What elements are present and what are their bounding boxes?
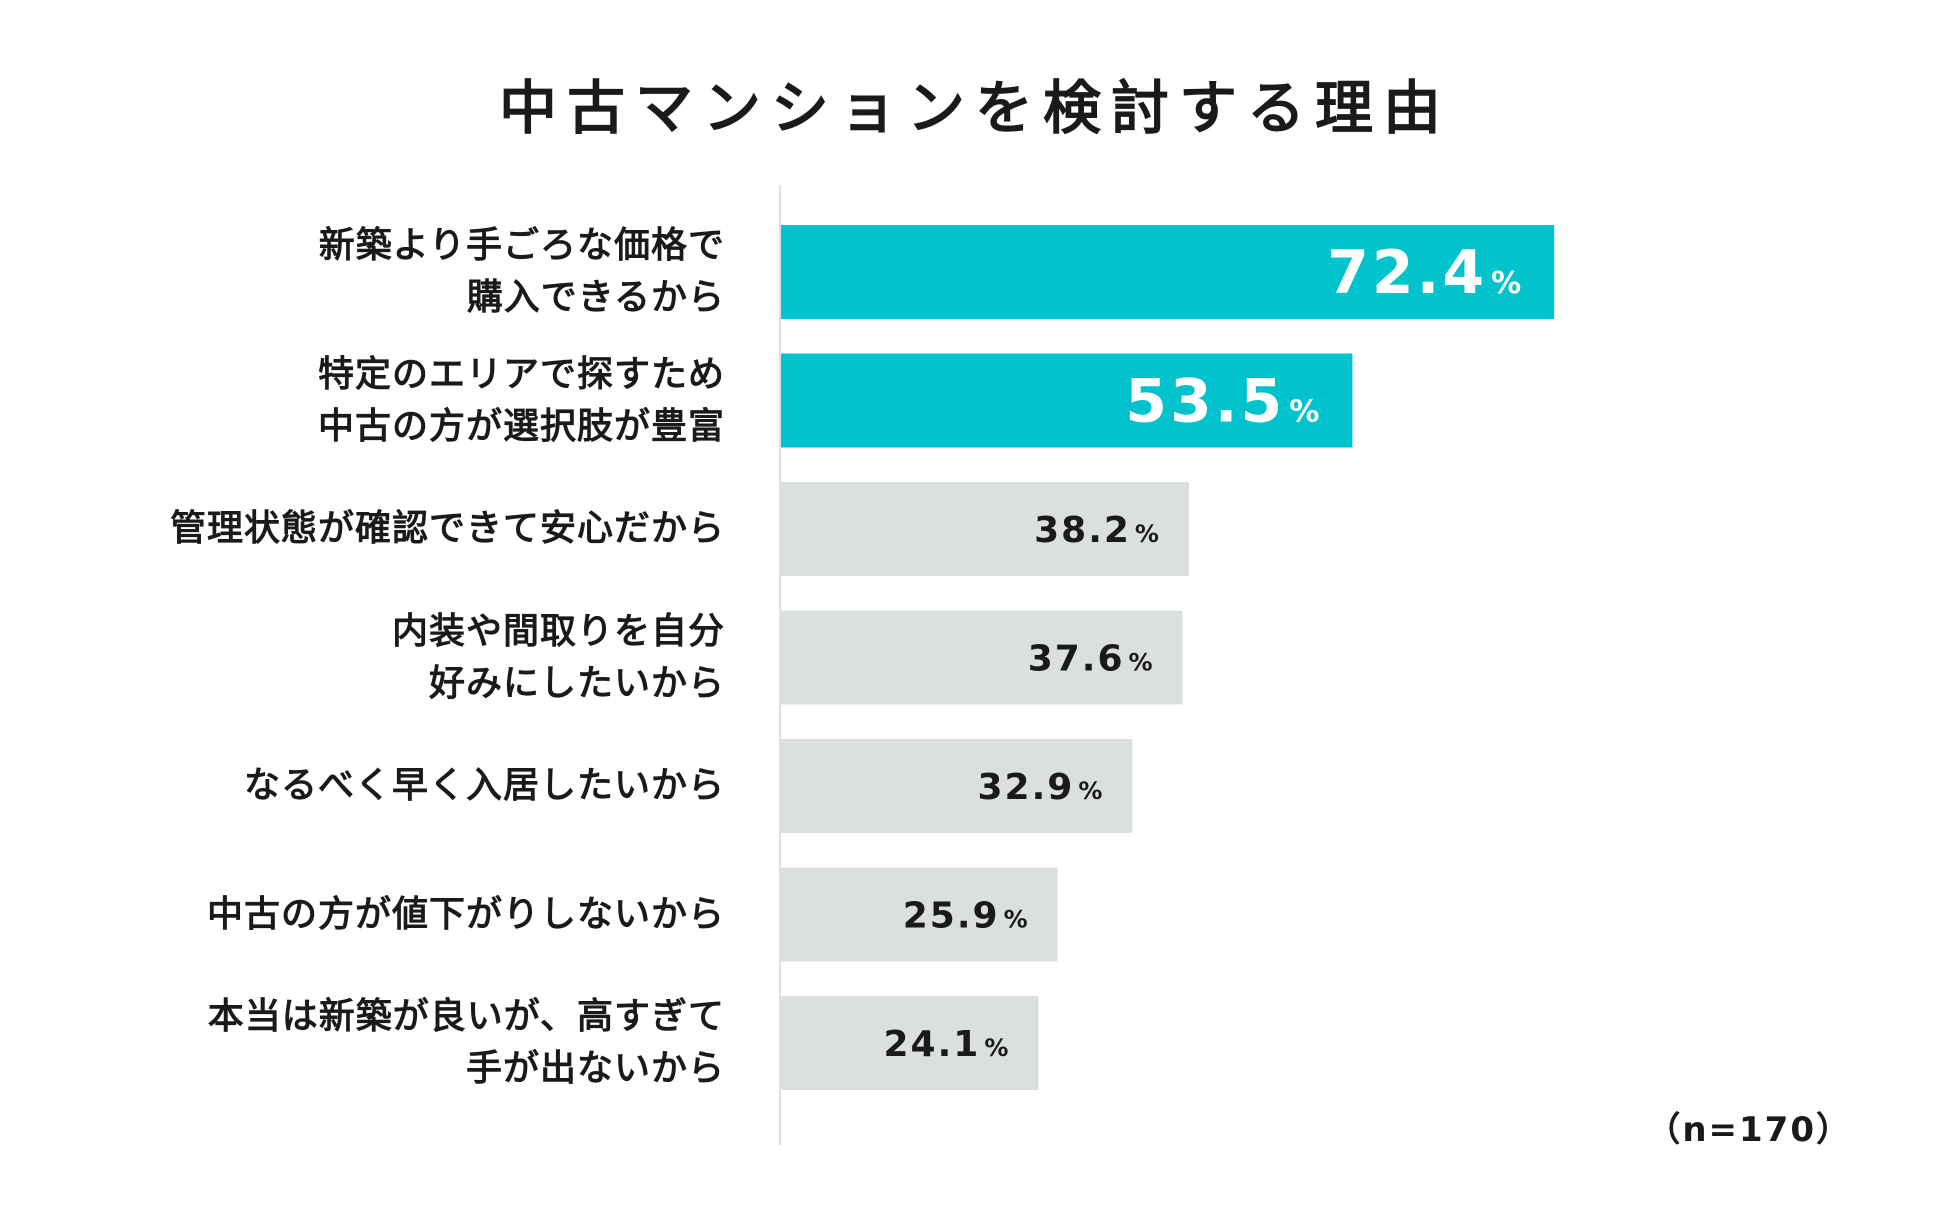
category-label-5: なるべく早く入居したいから: [85, 760, 725, 812]
bar-value-number: 25.9: [903, 896, 1000, 937]
category-label-line: 管理状態が確認できて安心だから: [169, 508, 725, 549]
category-label-line: なるべく早く入居したいから: [243, 765, 725, 806]
chart-title: 中古マンションを検討する理由: [498, 74, 1451, 142]
bar-value-unit: %: [984, 1034, 1010, 1062]
category-label-1: 新築より手ごろな価格で購入できるから: [85, 220, 725, 324]
bar-value-label-6: 25.9%: [903, 896, 1030, 937]
bar-value-unit: %: [1078, 777, 1104, 805]
category-label-4: 内装や間取りを自分好みにしたいから: [85, 606, 725, 710]
bar-value-unit: %: [1129, 649, 1155, 677]
bar-value-number: 38.2: [1034, 510, 1131, 551]
bar-4: [781, 610, 1183, 705]
category-label-line: 特定のエリアで探すため: [317, 353, 725, 395]
category-label-line: 中古の方が選択肢が豊富: [317, 405, 725, 447]
category-label-6: 中古の方が値下がりしないから: [85, 889, 725, 941]
bar-value-unit: %: [1004, 906, 1030, 934]
bar-value-number: 72.4: [1327, 238, 1487, 308]
bar-6: [781, 867, 1058, 962]
bar-value-number: 24.1: [884, 1024, 981, 1065]
category-label-line: 本当は新築が良いが、高すぎて: [207, 996, 725, 1037]
bar-value-label-5: 32.9%: [977, 767, 1104, 808]
bar-1: [781, 225, 1555, 319]
category-label-line: 中古の方が値下がりしないから: [206, 893, 725, 935]
bar-value-number: 53.5: [1125, 367, 1285, 437]
bar-value-label-7: 24.1%: [884, 1024, 1011, 1065]
bar-value-unit: %: [1491, 266, 1524, 301]
category-label-line: 手が出ないから: [465, 1048, 725, 1089]
bar-value-unit: %: [1135, 520, 1161, 548]
sample-size-note: （n=170）: [1646, 1110, 1852, 1150]
bar-5: [781, 739, 1133, 833]
bar-value-number: 37.6: [1028, 639, 1125, 680]
bar-value-label-3: 38.2%: [1034, 510, 1161, 551]
bar-value-number: 32.9: [977, 767, 1074, 808]
category-label-7: 本当は新築が良いが、高すぎて手が出ないから: [85, 991, 725, 1095]
bar-value-unit: %: [1289, 395, 1322, 430]
category-label-line: 購入できるから: [466, 277, 725, 318]
bar-value-label-4: 37.6%: [1028, 639, 1155, 680]
category-label-2: 特定のエリアで探すため 中古の方が選択肢が豊富: [85, 349, 725, 453]
bar-value-label-2: 53.5%: [1125, 367, 1322, 437]
bar-7: [781, 996, 1039, 1090]
bar-3: [781, 482, 1189, 576]
category-label-line: 好みにしたいから: [428, 662, 725, 704]
bar-value-label-1: 72.4%: [1327, 238, 1524, 308]
category-label-3: 管理状態が確認できて安心だから: [85, 503, 725, 555]
bar-2: [781, 353, 1353, 448]
category-label-line: 内装や間取りを自分: [391, 610, 725, 652]
category-label-line: 新築より手ごろな価格で: [318, 225, 725, 266]
